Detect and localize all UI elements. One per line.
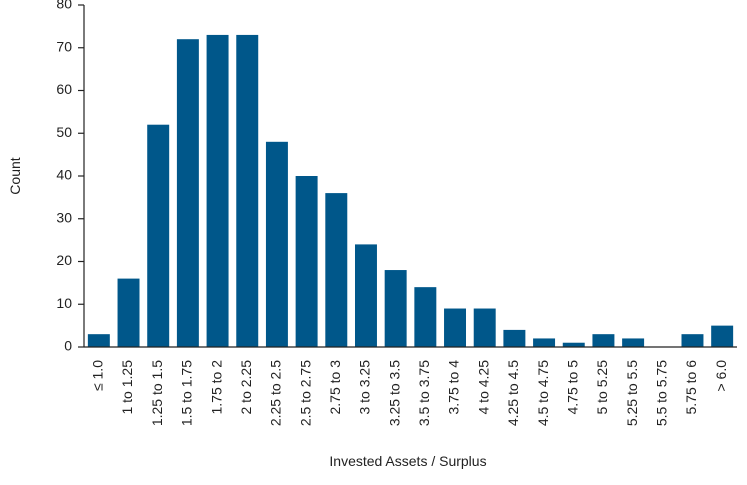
- x-tick-label: ≤ 1.0: [90, 360, 106, 391]
- y-tick-label: 30: [56, 209, 72, 225]
- x-tick-label: 2.25 to 2.5: [268, 360, 284, 426]
- bar: [711, 325, 734, 347]
- x-tick-label: 2.75 to 3: [327, 360, 343, 415]
- x-tick-label: 4.75 to 5: [564, 360, 580, 415]
- x-tick-label: 1.25 to 1.5: [149, 360, 165, 426]
- bar: [622, 338, 645, 347]
- x-tick-label: 5 to 5.25: [594, 360, 610, 415]
- x-tick-label: 4 to 4.25: [475, 360, 491, 415]
- x-tick-label: 3.5 to 3.75: [416, 360, 432, 426]
- x-tick-label: 5.5 to 5.75: [653, 360, 669, 426]
- bar: [117, 278, 140, 347]
- y-tick-label: 70: [56, 38, 72, 54]
- bar: [681, 334, 704, 347]
- bar: [295, 176, 318, 347]
- bar: [354, 244, 377, 347]
- bar: [414, 287, 437, 347]
- bar: [147, 124, 170, 347]
- bar: [562, 342, 585, 347]
- y-axis-label: Count: [7, 157, 23, 194]
- y-tick-label: 80: [56, 0, 72, 12]
- x-tick-label: 4.5 to 4.75: [535, 360, 551, 426]
- y-tick-label: 60: [56, 81, 72, 97]
- x-tick-label: 5.75 to 6: [683, 360, 699, 415]
- y-tick-label: 20: [56, 252, 72, 268]
- x-tick-label: 3.25 to 3.5: [386, 360, 402, 426]
- bar: [533, 338, 556, 347]
- bar: [176, 39, 199, 347]
- x-tick-label: 2.5 to 2.75: [297, 360, 313, 426]
- bar: [473, 308, 496, 347]
- x-tick-label: 3.75 to 4: [446, 360, 462, 415]
- x-tick-label: 1.5 to 1.75: [179, 360, 195, 426]
- bar: [325, 193, 348, 347]
- bar: [206, 34, 229, 348]
- y-tick-label: 50: [56, 124, 72, 140]
- x-tick-label: 2 to 2.25: [238, 360, 254, 415]
- y-tick-label: 40: [56, 167, 72, 183]
- x-tick-label: 4.25 to 4.5: [505, 360, 521, 426]
- x-axis-label: Invested Assets / Surplus: [329, 453, 486, 469]
- y-tick-label: 0: [64, 338, 72, 354]
- bar: [384, 270, 407, 347]
- x-tick-label: 1 to 1.25: [119, 360, 135, 415]
- bar: [503, 329, 526, 347]
- x-tick-label: 5.25 to 5.5: [624, 360, 640, 426]
- bar: [87, 334, 110, 347]
- x-tick-label: 3 to 3.25: [357, 360, 373, 415]
- bar: [592, 334, 615, 347]
- bar: [265, 141, 288, 347]
- bar: [236, 34, 259, 348]
- x-tick-label: > 6.0: [713, 360, 729, 392]
- x-tick-label: 1.75 to 2: [208, 360, 224, 415]
- bar: [444, 308, 467, 347]
- y-tick-label: 10: [56, 295, 72, 311]
